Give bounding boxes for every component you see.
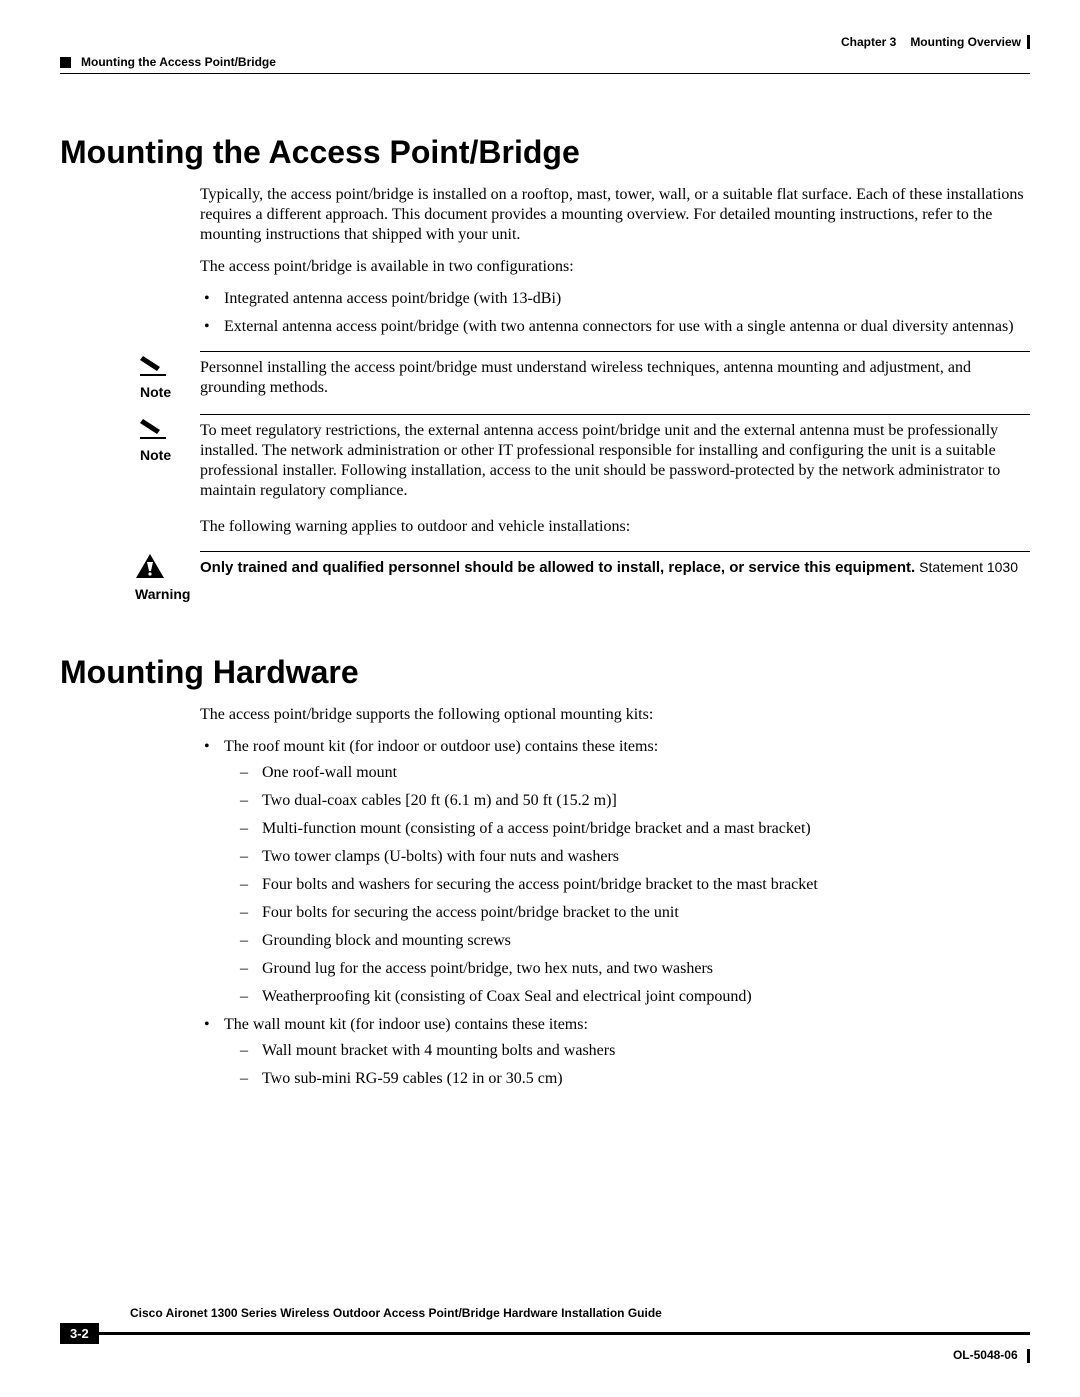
list-item: Integrated antenna access point/bridge (… bbox=[200, 289, 1030, 309]
list-item: Grounding block and mounting screws bbox=[234, 931, 1030, 951]
warning-text: Only trained and qualified personnel sho… bbox=[200, 559, 915, 576]
note-callout-1: Note Personnel installing the access poi… bbox=[60, 351, 1030, 400]
footer-title: Cisco Aironet 1300 Series Wireless Outdo… bbox=[130, 1306, 1030, 1320]
section-name: Mounting the Access Point/Bridge bbox=[81, 55, 276, 69]
note1-text: Personnel installing the access point/br… bbox=[200, 358, 1030, 398]
note-label: Note bbox=[140, 447, 200, 463]
note2-text: To meet regulatory restrictions, the ext… bbox=[200, 421, 1030, 501]
section-square-icon bbox=[60, 57, 71, 68]
warning-statement: Statement 1030 bbox=[919, 559, 1018, 575]
warning-callout: Warning Only trained and qualified perso… bbox=[60, 551, 1030, 602]
page-header-left: Mounting the Access Point/Bridge bbox=[60, 55, 1030, 69]
section1-p1: Typically, the access point/bridge is in… bbox=[200, 185, 1030, 245]
note-label-col: Note bbox=[60, 351, 200, 400]
kit1: The roof mount kit (for indoor or outdoo… bbox=[200, 737, 1030, 1007]
kit1-items: One roof-wall mount Two dual-coax cables… bbox=[224, 763, 1030, 1007]
page-footer: Cisco Aironet 1300 Series Wireless Outdo… bbox=[60, 1306, 1030, 1363]
warning-rule bbox=[200, 551, 1030, 552]
warning-text-col: Only trained and qualified personnel sho… bbox=[200, 551, 1030, 578]
section2: Mounting Hardware The access point/bridg… bbox=[60, 654, 1030, 1089]
note-label-col: Note bbox=[60, 414, 200, 463]
note-pencil-icon bbox=[140, 416, 200, 445]
section2-p1: The access point/bridge supports the fol… bbox=[200, 705, 1030, 725]
list-item: Four bolts and washers for securing the … bbox=[234, 875, 1030, 895]
list-item: External antenna access point/bridge (wi… bbox=[200, 317, 1030, 337]
footer-bar-row: 3-2 bbox=[60, 1323, 1030, 1344]
note-rule bbox=[200, 414, 1030, 415]
section2-body: The access point/bridge supports the fol… bbox=[200, 705, 1030, 1089]
list-item: Weatherproofing kit (consisting of Coax … bbox=[234, 987, 1030, 1007]
section1-heading: Mounting the Access Point/Bridge bbox=[60, 134, 1030, 171]
footer-bar-icon bbox=[99, 1332, 1030, 1335]
header-bar-icon bbox=[1027, 35, 1030, 49]
warning-label: Warning bbox=[135, 586, 200, 602]
note-label: Note bbox=[140, 384, 200, 400]
note-callout-2: Note To meet regulatory restrictions, th… bbox=[60, 414, 1030, 501]
list-item: One roof-wall mount bbox=[234, 763, 1030, 783]
section2-kits: The roof mount kit (for indoor or outdoo… bbox=[200, 737, 1030, 1089]
note-pencil-icon bbox=[140, 353, 200, 382]
section2-heading: Mounting Hardware bbox=[60, 654, 1030, 691]
list-item: Four bolts for securing the access point… bbox=[234, 903, 1030, 923]
page-number: 3-2 bbox=[60, 1323, 99, 1344]
chapter-label: Chapter 3 bbox=[841, 35, 896, 49]
warning-triangle-icon bbox=[135, 553, 200, 584]
doc-number: OL-5048-06 bbox=[953, 1348, 1018, 1362]
list-item: Two dual-coax cables [20 ft (6.1 m) and … bbox=[234, 791, 1030, 811]
note-rule bbox=[200, 351, 1030, 352]
kit1-intro: The roof mount kit (for indoor or outdoo… bbox=[224, 738, 658, 755]
section1-body: Typically, the access point/bridge is in… bbox=[200, 185, 1030, 337]
list-item: Ground lug for the access point/bridge, … bbox=[234, 959, 1030, 979]
note-text-col: To meet regulatory restrictions, the ext… bbox=[200, 414, 1030, 501]
list-item: Two tower clamps (U-bolts) with four nut… bbox=[234, 847, 1030, 867]
page-header-right: Chapter 3 Mounting Overview bbox=[60, 35, 1030, 49]
note-text-col: Personnel installing the access point/br… bbox=[200, 351, 1030, 398]
header-rule bbox=[60, 73, 1030, 74]
section1-p3: The following warning applies to outdoor… bbox=[200, 517, 1030, 537]
list-item: Multi-function mount (consisting of a ac… bbox=[234, 819, 1030, 839]
kit2-items: Wall mount bracket with 4 mounting bolts… bbox=[224, 1041, 1030, 1089]
section1-p3-wrap: The following warning applies to outdoor… bbox=[200, 517, 1030, 537]
chapter-title: Mounting Overview bbox=[910, 35, 1021, 49]
kit2: The wall mount kit (for indoor use) cont… bbox=[200, 1015, 1030, 1089]
footer-doc-row: OL-5048-06 bbox=[60, 1348, 1030, 1363]
list-item: Wall mount bracket with 4 mounting bolts… bbox=[234, 1041, 1030, 1061]
section1-p2: The access point/bridge is available in … bbox=[200, 257, 1030, 277]
kit2-intro: The wall mount kit (for indoor use) cont… bbox=[224, 1016, 588, 1033]
footer-tick-icon bbox=[1027, 1349, 1030, 1363]
section1-bullets: Integrated antenna access point/bridge (… bbox=[200, 289, 1030, 337]
warning-label-col: Warning bbox=[60, 551, 200, 602]
list-item: Two sub-mini RG-59 cables (12 in or 30.5… bbox=[234, 1069, 1030, 1089]
